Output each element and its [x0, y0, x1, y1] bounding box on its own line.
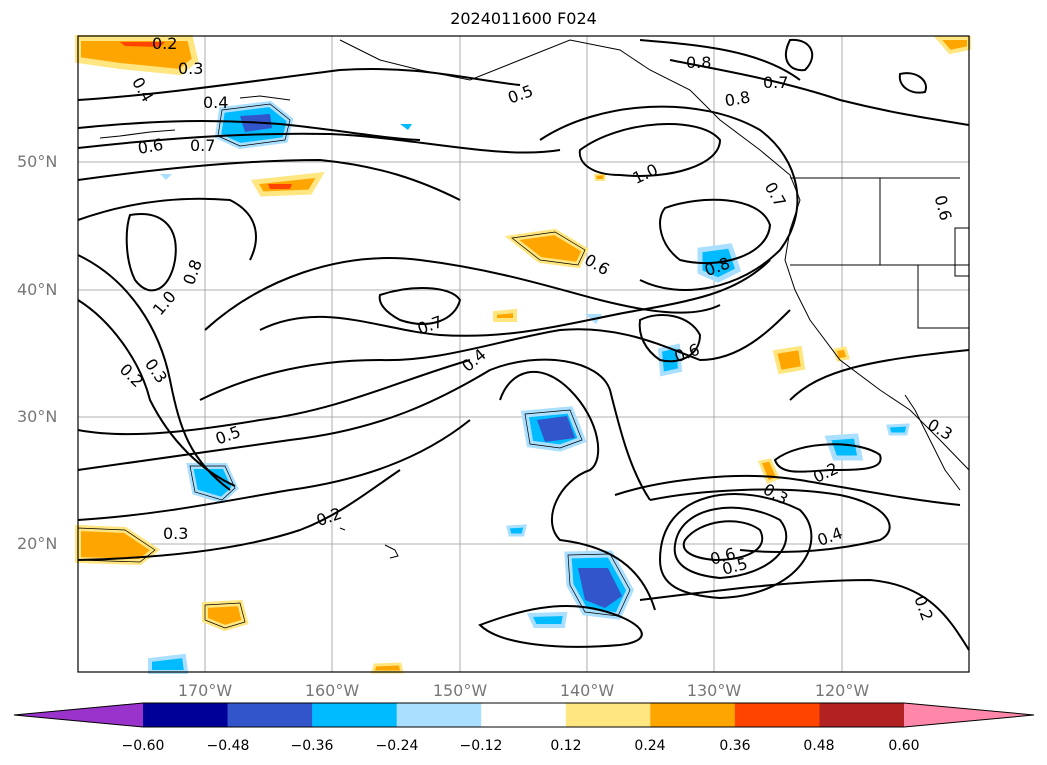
colorbar-extend-left: [14, 703, 143, 727]
map-border: [77, 35, 970, 673]
contour-label: 0.7: [763, 73, 788, 92]
longitude-label: 170°W: [177, 681, 233, 700]
contour-label: 0.3: [178, 59, 203, 78]
colorbar: [13, 702, 1035, 728]
coastlines: [99, 39, 970, 559]
colorbar-tick-label: 0.60: [888, 738, 920, 754]
contour-label: 0.4: [203, 93, 228, 112]
colorbar-segment: [227, 703, 313, 727]
colorbar-tick-label: 0.48: [803, 738, 835, 754]
colorbar-segment: [481, 703, 567, 727]
contour-label: 0.2: [152, 34, 177, 53]
colorbar-segment: [565, 703, 651, 727]
colorbar-segment: [312, 703, 398, 727]
colorbar-segment: [819, 703, 905, 727]
colorbar-tick-label: 0.24: [634, 738, 666, 754]
contour-label: 0.3: [163, 524, 188, 543]
colorbar-segment: [396, 703, 482, 727]
colorbar-segment: [734, 703, 820, 727]
colorbar-extend-right: [904, 703, 1034, 727]
colorbar-segment: [143, 703, 229, 727]
chart-title: 2024011600 F024: [450, 9, 597, 28]
colorbar-segment: [650, 703, 736, 727]
anomaly-contours: [77, 103, 631, 629]
contour-label: 0.7: [190, 136, 215, 155]
colorbar-tick-label: −0.60: [121, 738, 165, 754]
latitude-label: 40°N: [17, 280, 58, 299]
contour-label: 0.8: [723, 87, 751, 110]
colorbar-tick-label: −0.36: [290, 738, 334, 754]
longitude-label: 150°W: [432, 681, 488, 700]
colorbar-tick-label: 0.12: [550, 738, 582, 754]
latitude-label: 30°N: [17, 407, 58, 426]
colorbar-tick-label: −0.12: [459, 738, 503, 754]
colorbar-tick-label: −0.24: [375, 738, 419, 754]
contour-label: 0.6: [136, 135, 164, 158]
colorbar-tick-label: −0.48: [206, 738, 250, 754]
latitude-label: 20°N: [17, 534, 58, 553]
longitude-label: 130°W: [686, 681, 742, 700]
longitude-label: 160°W: [304, 681, 360, 700]
map-plot-area: 0.2 0.3 0.4 0.4 0.5 0.6 0.7 0.8 0.7 0.8 …: [75, 34, 971, 674]
longitude-label: 120°W: [814, 681, 870, 700]
contour-lines: [77, 38, 970, 651]
longitude-label: 140°W: [559, 681, 615, 700]
contour-label: 0.8: [686, 53, 711, 72]
latitude-label: 50°N: [17, 152, 58, 171]
colorbar-tick-label: 0.36: [719, 738, 751, 754]
